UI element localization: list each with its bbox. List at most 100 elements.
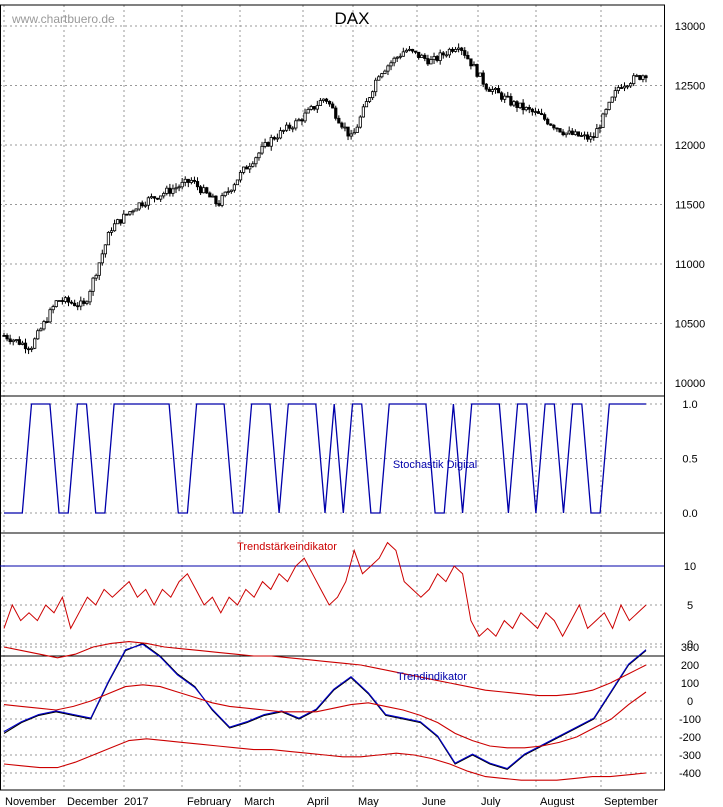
price-candle (457, 47, 461, 50)
price-candle (601, 113, 605, 128)
price-candle (567, 130, 571, 134)
price-candle (69, 301, 74, 304)
price-candle (48, 309, 52, 323)
y-tick-label: 5 (687, 600, 693, 612)
price-candle (321, 98, 326, 101)
price-candle (85, 301, 89, 304)
price-candle (208, 192, 212, 198)
x-tick-label: May (358, 796, 379, 807)
price-candle (140, 202, 144, 207)
price-candle (641, 75, 645, 80)
x-tick-label: June (422, 796, 446, 807)
price-candle (392, 57, 396, 64)
price-candle (579, 135, 584, 137)
price-candle (506, 95, 510, 98)
price-candle (324, 98, 329, 102)
x-tick-label: December (67, 796, 118, 807)
price-candle (165, 187, 169, 194)
price-candle (109, 230, 114, 233)
price-candle (195, 181, 200, 188)
grid-layer (0, 5, 664, 790)
price-candle (177, 186, 181, 189)
price-candle (134, 208, 138, 212)
trend-indicator-line-0 (3, 642, 647, 771)
price-candle (625, 85, 630, 88)
price-candle (607, 101, 611, 110)
price-candle (312, 106, 316, 110)
price-candle (51, 306, 55, 311)
price-candle (251, 163, 255, 167)
watermark-text: www.chartbuero.de (11, 12, 115, 26)
price-candle (146, 197, 150, 206)
price-candle (383, 70, 387, 75)
price-candle (220, 195, 224, 206)
price-candle (39, 328, 43, 332)
price-candle (318, 100, 322, 106)
price-candle (119, 219, 123, 224)
price-candle (155, 197, 160, 200)
price-candle (128, 211, 132, 215)
price-candle (598, 127, 602, 130)
price-candle (438, 52, 442, 61)
price-candle (116, 219, 120, 225)
x-tick-label: November (5, 796, 56, 807)
price-candle (82, 300, 86, 304)
price-candle (285, 124, 289, 131)
price-candle (63, 297, 68, 302)
price-candle (272, 137, 276, 140)
price-candle (186, 178, 190, 183)
price-candle (26, 348, 31, 351)
y-tick-label: 300 (681, 642, 699, 654)
price-candle (352, 132, 356, 135)
price-candle (226, 191, 230, 193)
price-candle (33, 338, 37, 349)
price-candle (420, 54, 424, 58)
price-candle (275, 137, 279, 140)
x-tick-label: April (307, 796, 329, 807)
price-candle (386, 65, 390, 72)
price-candle (512, 101, 516, 106)
price-candle (217, 203, 221, 206)
price-candle (629, 83, 633, 87)
y-tick-label: 10 (684, 561, 696, 573)
y-tick-label: 0 (687, 639, 693, 651)
price-candle (466, 54, 470, 60)
y-tick-label: -400 (679, 768, 701, 780)
price-candle (595, 128, 599, 138)
price-candle (269, 137, 273, 147)
price-candle (245, 166, 249, 170)
price-candle (192, 179, 197, 182)
trend-indicator-line-4 (3, 738, 647, 781)
price-candle (241, 166, 246, 173)
price-candle (527, 106, 531, 110)
price-candle (23, 342, 28, 350)
stochastic-line (4, 403, 646, 514)
price-candle (349, 133, 353, 137)
y-tick-label: -200 (679, 732, 701, 744)
price-candle (79, 300, 83, 307)
price-candle (622, 85, 627, 89)
trend-indicator-label: Trendindikator (397, 671, 467, 683)
price-candle (361, 106, 365, 118)
price-candle (358, 116, 362, 128)
price-candle (54, 300, 58, 307)
price-candle (530, 108, 534, 113)
price-candle (57, 300, 61, 302)
price-candle (444, 54, 448, 57)
price-candle (475, 64, 479, 77)
price-candle (297, 119, 301, 122)
x-tick-label: September (604, 796, 658, 807)
price-candle (570, 130, 574, 135)
price-candle (266, 142, 270, 147)
trend-indicator-line-1 (3, 643, 647, 770)
price-candle (76, 305, 80, 308)
price-candle (638, 75, 642, 80)
price-candle (582, 134, 587, 137)
price-candle (484, 83, 488, 90)
price-candle (152, 196, 157, 199)
price-candle (260, 145, 264, 154)
price-candle (371, 91, 375, 99)
price-candle (364, 101, 369, 108)
